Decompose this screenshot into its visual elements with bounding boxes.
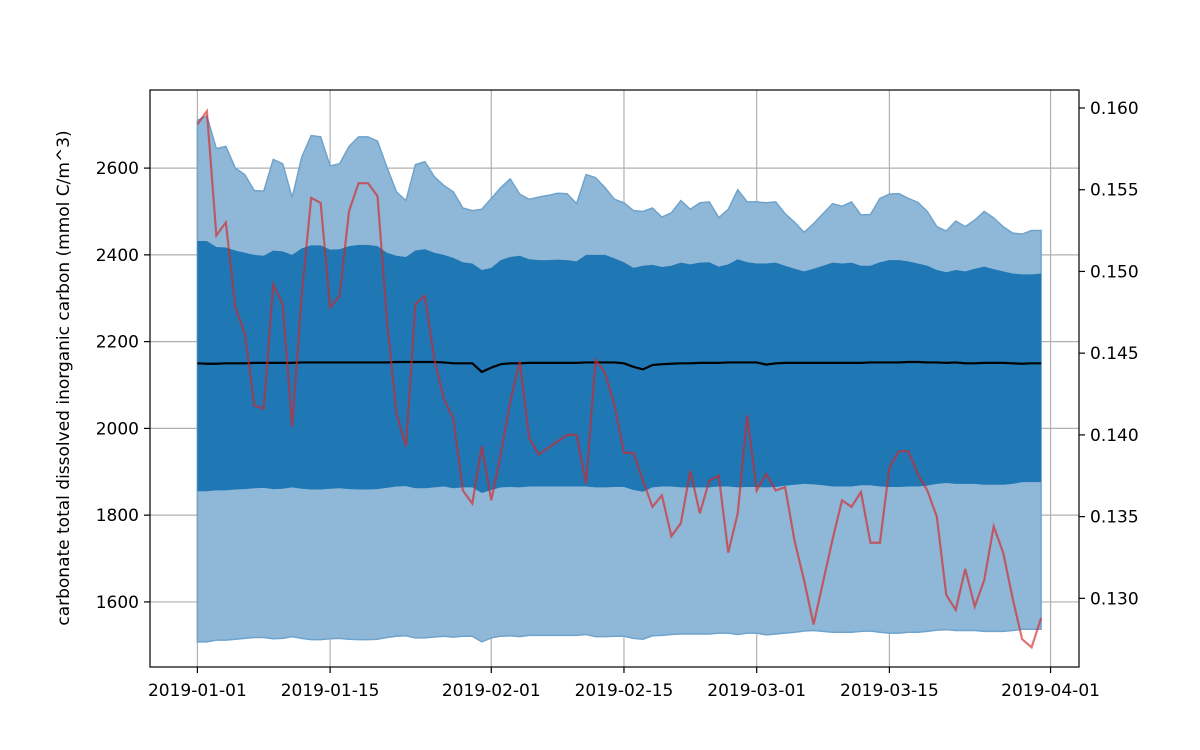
y2-tick-label: 0.145 [1090, 344, 1139, 364]
y2-tick-label: 0.130 [1090, 589, 1139, 609]
y2-tick-label: 0.155 [1090, 181, 1139, 201]
y2-tick-label: 0.135 [1090, 508, 1139, 528]
y2-tick-label: 0.140 [1090, 426, 1139, 446]
y-tick-label: 1600 [96, 593, 139, 613]
y-tick-label: 2400 [96, 246, 139, 266]
y-tick-label: 2600 [96, 159, 139, 179]
x-axis: 2019-01-01 2019-01-15 2019-02-01 2019-02-15… [148, 667, 1100, 701]
mean-line [197, 360, 1042, 374]
x-tick-label: 2019-02-01 [442, 681, 541, 701]
y-axis-right: 0.130 0.135 0.140 0.145 0.150 0.155 0.160 [1079, 99, 1139, 609]
x-tick-label: 2019-01-15 [281, 681, 380, 701]
ratio-line [196, 108, 1043, 650]
y-tick-label: 2000 [96, 419, 139, 439]
series-layer [196, 108, 1043, 650]
inner-range-band [197, 240, 1042, 494]
x-tick-label: 2019-02-15 [575, 681, 674, 701]
x-tick-label: 2019-04-01 [1001, 681, 1100, 701]
x-tick-label: 2019-01-01 [148, 681, 247, 701]
x-tick-label: 2019-03-01 [707, 681, 806, 701]
plot-frame [149, 89, 1080, 668]
y2-tick-label: 0.160 [1090, 99, 1139, 119]
x-tick-label: 2019-03-15 [840, 681, 939, 701]
y2-tick-label: 0.150 [1090, 262, 1139, 282]
y-axis-title: carbonate total dissolved inorganic carb… [54, 130, 74, 625]
y-tick-label: 1800 [96, 506, 139, 526]
y-tick-label: 2200 [96, 333, 139, 353]
y-axis-left: 1600 1800 2000 2200 2400 2600 [96, 159, 150, 613]
